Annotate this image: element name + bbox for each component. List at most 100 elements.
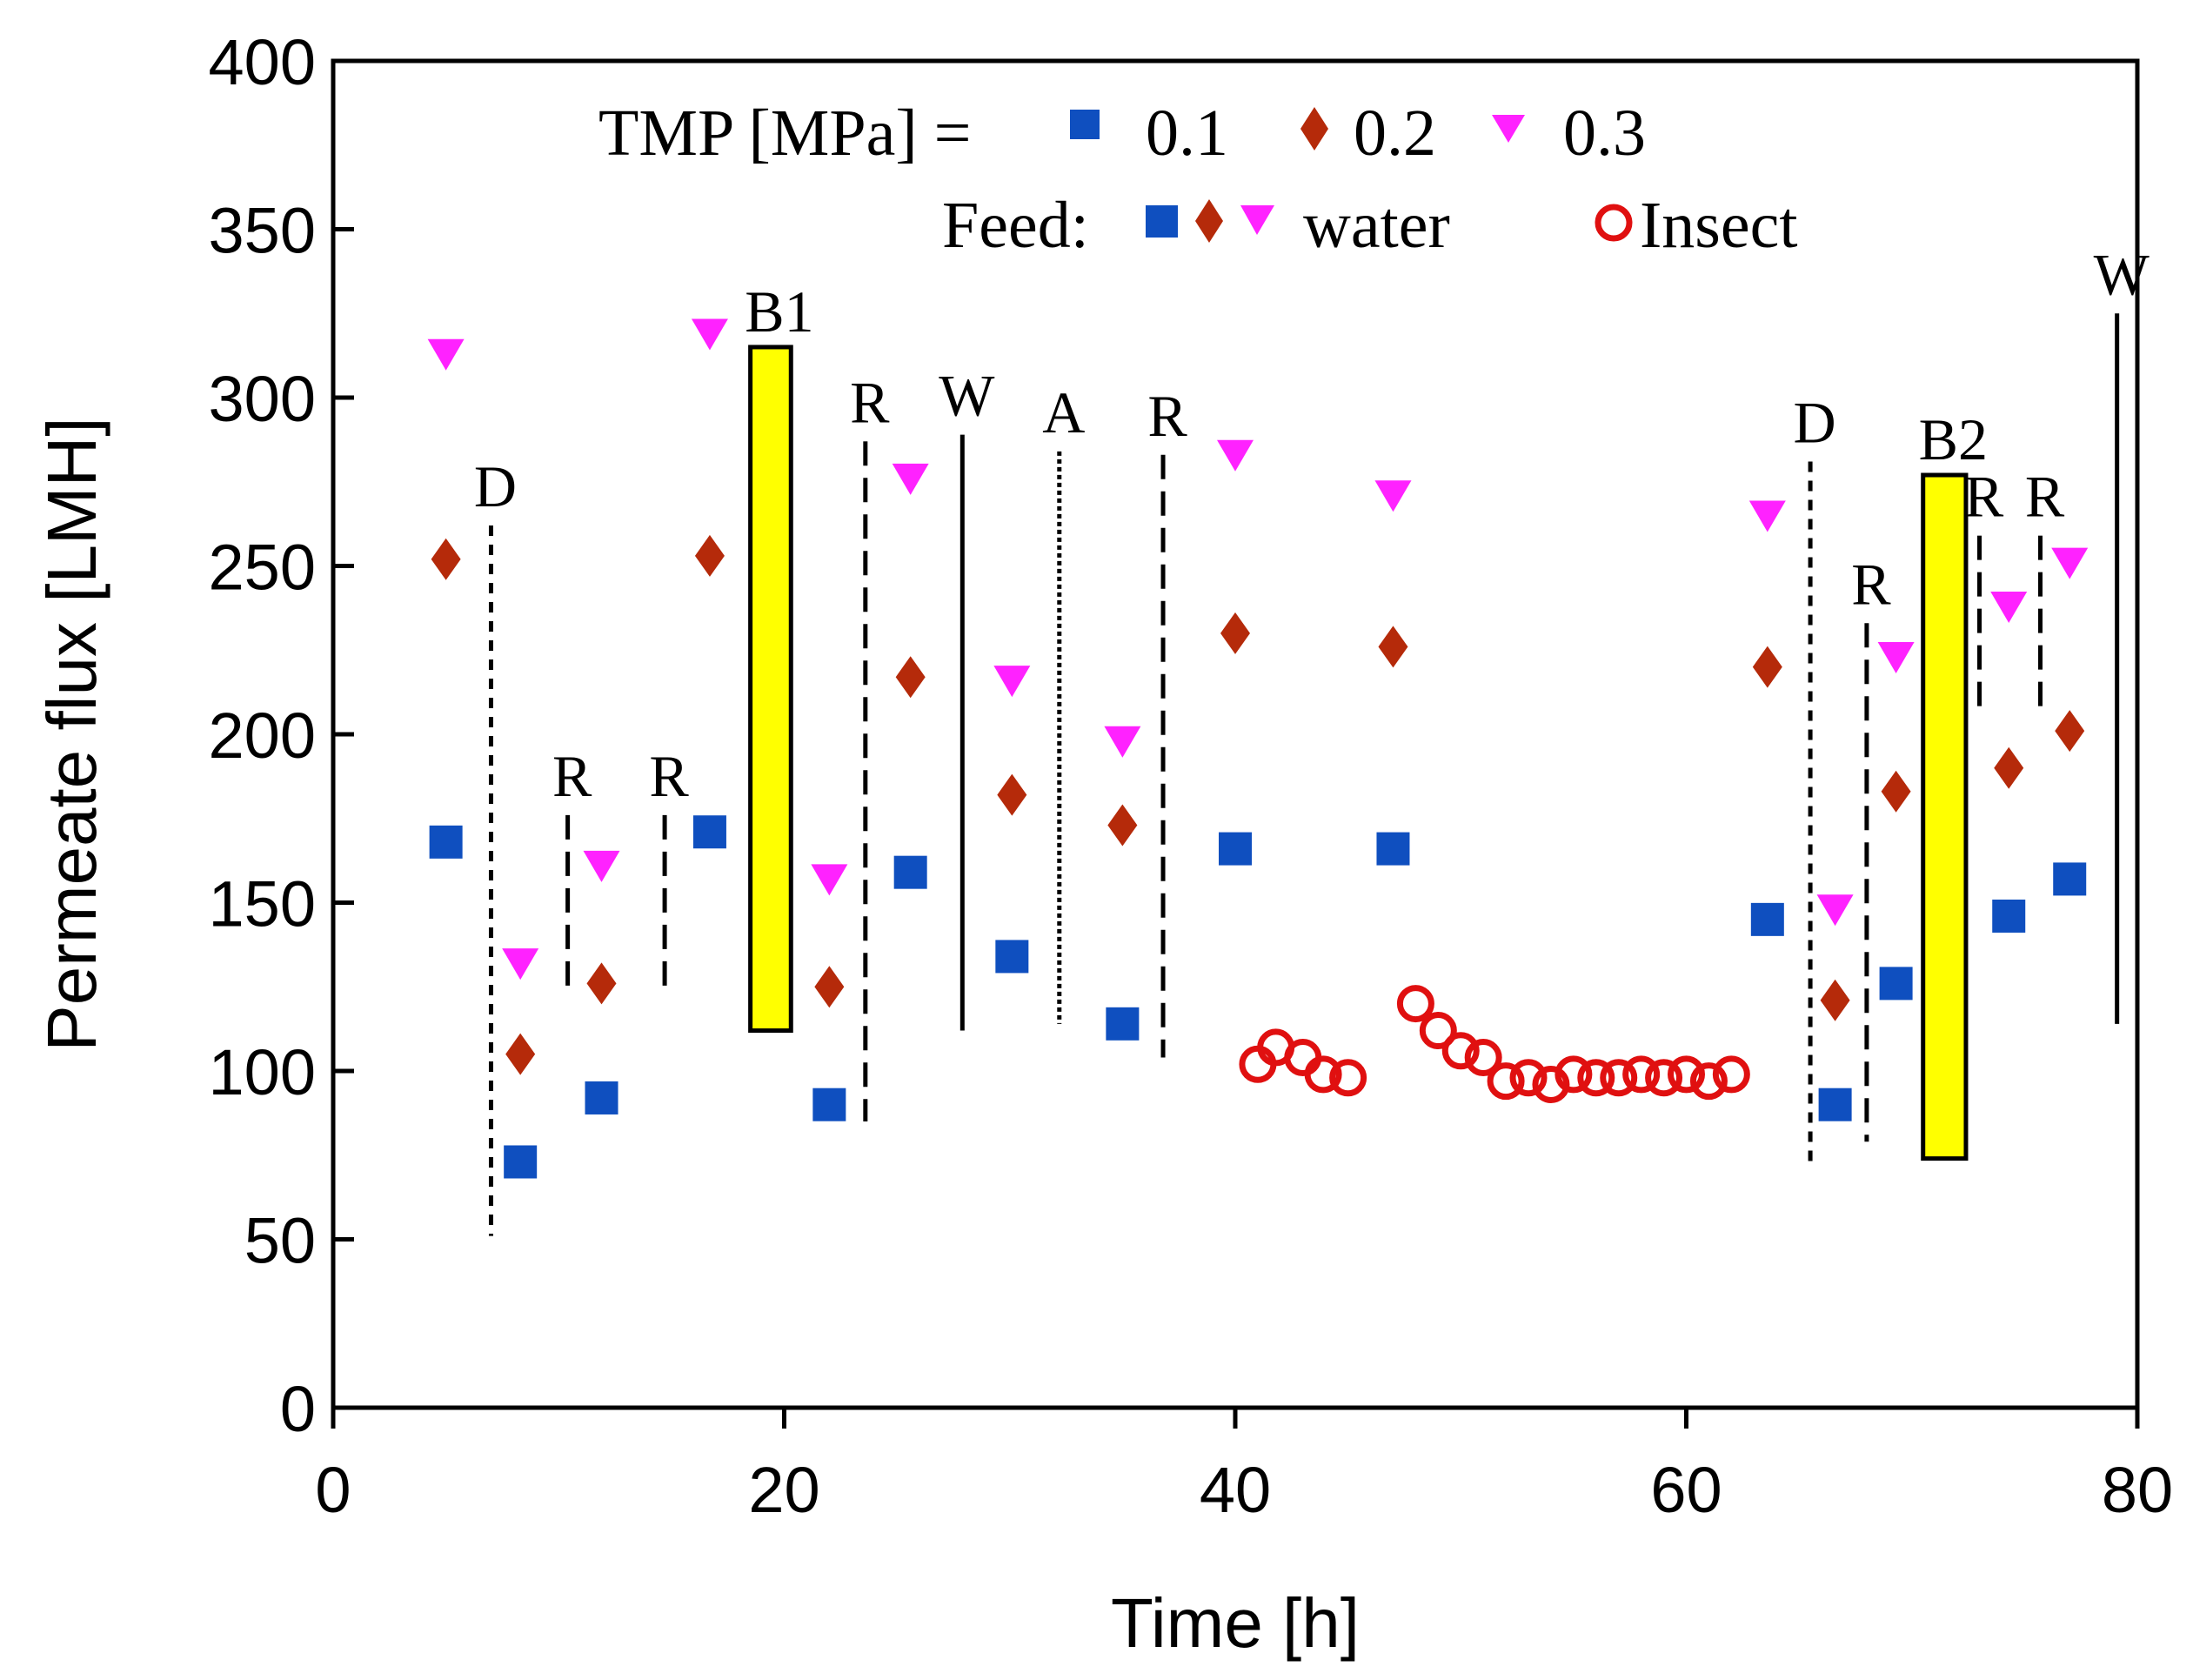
legend-diamond-marker (1300, 107, 1328, 151)
legend-feed-diamond-marker (1195, 199, 1223, 243)
x-tick-label: 0 (315, 1454, 351, 1526)
point-square (1750, 902, 1784, 936)
event-label: R (850, 369, 890, 435)
event-label: W (2094, 241, 2150, 307)
point-square (504, 1145, 538, 1179)
point-diamond (1994, 746, 2024, 789)
event-label: D (1794, 390, 1836, 456)
y-tick-label: 200 (209, 699, 316, 772)
legend-square-marker (1070, 110, 1100, 139)
y-tick-label: 300 (209, 363, 316, 435)
point-square (1376, 832, 1410, 866)
point-diamond (1752, 646, 1782, 688)
point-insect (1689, 1062, 1728, 1101)
point-insect (1622, 1055, 1661, 1094)
y-tick-label: 250 (209, 532, 316, 604)
data-points (427, 318, 2089, 1179)
point-triangle (1877, 641, 1915, 673)
y-tick-label: 150 (209, 868, 316, 940)
point-triangle (1748, 500, 1786, 532)
point-insect (1396, 985, 1434, 1023)
point-square (1106, 1007, 1140, 1041)
point-square (893, 855, 927, 889)
event-label: W (939, 363, 995, 429)
point-triangle (583, 850, 620, 882)
legend-feed-triangle-marker (1240, 205, 1274, 235)
point-insect (1329, 1059, 1367, 1097)
axis-ticks: 0 50 100 150 200 250 300 350 400 0 20 40 60 80 (209, 26, 2174, 1526)
point-diamond (505, 1033, 536, 1075)
bar-label: B2 (1919, 406, 1988, 472)
point-square (812, 1088, 846, 1121)
point-triangle (1217, 439, 1254, 472)
event-label: D (474, 453, 517, 519)
legend-feed-square-marker (1146, 205, 1178, 238)
point-triangle (1990, 591, 2028, 623)
point-triangle (2051, 547, 2089, 579)
point-triangle (691, 318, 728, 351)
point-diamond (1378, 626, 1408, 668)
point-diamond (1881, 770, 1911, 813)
bar-b2 (1921, 472, 1969, 1161)
y-axis-title: Permeate flux [LMH] (33, 417, 110, 1051)
legend-tmp-0-2: 0.2 (1354, 97, 1436, 170)
bar-b1 (748, 345, 793, 1034)
legend-tmp-0-3: 0.3 (1563, 97, 1646, 170)
y-tick-label: 350 (209, 195, 316, 267)
point-square (692, 815, 726, 849)
point-insect (1304, 1055, 1342, 1094)
point-square (995, 940, 1029, 974)
point-diamond (1220, 612, 1250, 654)
event-label: R (2025, 464, 2065, 530)
x-tick-label: 40 (1200, 1454, 1271, 1526)
point-insect (1532, 1065, 1570, 1103)
point-square (429, 825, 463, 859)
point-triangle (892, 463, 929, 495)
point-insect (1600, 1059, 1638, 1097)
point-insect (1645, 1059, 1683, 1097)
point-insect (1284, 1039, 1322, 1077)
legend-triangle-marker (1492, 115, 1525, 143)
event-label: R (1147, 383, 1187, 449)
point-diamond (895, 656, 926, 699)
event-label: R (1851, 551, 1891, 617)
legend-water-label: water (1303, 189, 1450, 262)
point-insect (1419, 1012, 1457, 1050)
y-tick-label: 0 (280, 1373, 316, 1445)
point-square (1818, 1088, 1852, 1121)
legend-insect-marker (1595, 204, 1633, 242)
point-diamond (431, 538, 461, 580)
point-triangle (1816, 894, 1854, 927)
point-diamond (1107, 804, 1138, 847)
point-square (1879, 967, 1913, 1001)
point-insect (1554, 1055, 1593, 1094)
x-tick-label: 60 (1650, 1454, 1722, 1526)
point-insect (1487, 1062, 1525, 1101)
legend: TMP [MPa] = 0.1 0.2 0.3 Feed: water Inse… (598, 97, 1797, 262)
point-diamond (1820, 979, 1850, 1021)
y-tick-label: 100 (209, 1036, 316, 1108)
y-tick-label: 50 (244, 1205, 316, 1277)
event-label: A (1042, 379, 1085, 445)
point-insect (1712, 1055, 1750, 1094)
point-square (585, 1081, 618, 1114)
point-insect (1668, 1055, 1705, 1094)
point-diamond (997, 773, 1027, 816)
backwash-bars: B1 B2 (745, 278, 1988, 1161)
point-insect (1441, 1032, 1480, 1070)
bar-label: B1 (745, 278, 813, 345)
event-label: R (649, 743, 689, 809)
point-insect (1509, 1059, 1548, 1097)
point-triangle (502, 948, 539, 981)
legend-tmp-0-1: 0.1 (1146, 97, 1228, 170)
event-lines: DR RR W A R DRR RW (474, 241, 2150, 1236)
point-insect (1464, 1039, 1502, 1077)
legend-tmp-label: TMP [MPa] = (598, 97, 972, 170)
point-triangle (427, 338, 465, 371)
point-square (1992, 899, 2026, 933)
point-diamond (694, 534, 725, 577)
event-label: R (552, 743, 592, 809)
point-diamond (586, 962, 617, 1005)
point-triangle (1104, 726, 1141, 758)
